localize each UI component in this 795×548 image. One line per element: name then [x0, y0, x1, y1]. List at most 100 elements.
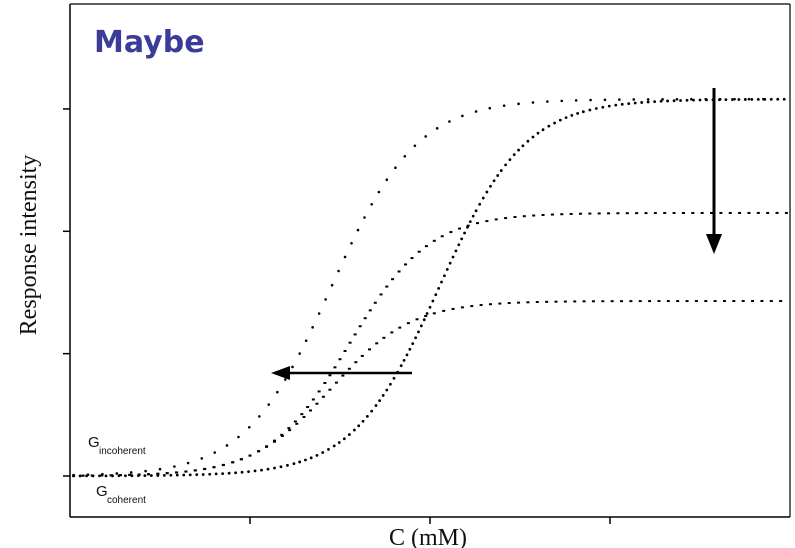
series-0-point-131: [743, 98, 747, 101]
series-3-point-38: [382, 336, 386, 339]
series-0-point-69: [434, 293, 438, 297]
y-ticks: [63, 108, 70, 477]
series-2-point-31: [328, 374, 332, 377]
series-0-point-18: [188, 473, 192, 477]
series-3-point-73: [704, 300, 708, 303]
series-2-point-63: [560, 213, 564, 216]
series-3-point-26: [302, 415, 306, 418]
series-0-point-32: [279, 465, 283, 469]
series-3-point-56: [545, 300, 549, 303]
series-0-point-75: [451, 255, 455, 259]
series-1-point-23: [324, 298, 327, 301]
coherent-annotation: G coherent: [96, 483, 146, 506]
x-ticks: [249, 517, 611, 524]
series-2-point-53: [466, 224, 470, 227]
series-2-point-33: [338, 358, 342, 361]
series-0-point-34: [292, 462, 296, 466]
series-0-point-76: [454, 249, 458, 253]
down-arrow: [706, 88, 722, 254]
series-3-point-42: [415, 318, 419, 321]
series-3-point-12: [184, 470, 188, 473]
series-3-point-53: [517, 301, 521, 304]
series-3-point-48: [470, 305, 474, 308]
series-1-point-40: [474, 110, 478, 113]
series-2-point-43: [391, 278, 395, 281]
series-0-point-95: [521, 144, 525, 148]
series-3-point-37: [375, 342, 379, 345]
series-3-point-23: [280, 434, 284, 437]
series-1-point-33: [394, 166, 397, 169]
series-2-point-41: [379, 293, 383, 296]
series-2-point-32: [333, 366, 337, 369]
series-2-point-69: [616, 212, 620, 215]
series-0-point-55: [392, 376, 396, 380]
series-1-point-39: [461, 114, 464, 118]
series-2-point-24: [287, 427, 291, 430]
series-2-point-80: [719, 211, 723, 214]
plot-area: [63, 3, 791, 524]
series-1-point-21: [311, 326, 314, 329]
series-1-point-18: [291, 365, 294, 369]
series-0-point-58: [402, 358, 406, 362]
series-0-point-91: [504, 163, 507, 167]
series-layer: [72, 97, 788, 478]
series-1-point-38: [448, 120, 451, 123]
series-0-point-108: [594, 107, 598, 110]
coherent-label-main: G: [96, 483, 108, 500]
series-1-point-5: [144, 469, 147, 473]
series-3-point-32: [341, 374, 345, 377]
series-0-point-84: [478, 202, 482, 206]
series-2-point-54: [476, 222, 480, 225]
series-3-point-62: [601, 300, 605, 303]
series-3-point-72: [694, 300, 698, 303]
series-3-point-31: [334, 381, 338, 384]
series-2-point-34: [343, 349, 347, 352]
series-0-point-115: [640, 101, 644, 104]
series-0-point-64: [419, 324, 423, 328]
series-1-point-22: [317, 312, 321, 315]
series-3-point-15: [212, 466, 216, 469]
series-3-point-49: [479, 304, 483, 307]
series-0-point-67: [428, 305, 432, 309]
series-0-point-28: [253, 469, 257, 473]
series-1-point-54: [675, 97, 679, 101]
series-1-point-20: [304, 339, 308, 343]
series-2-point-73: [653, 212, 657, 215]
series-0-point-118: [659, 99, 663, 103]
series-1-point-60: [762, 97, 765, 101]
series-3-point-1: [81, 474, 85, 477]
series-3-point-74: [713, 300, 717, 303]
series-0-point-133: [756, 97, 760, 101]
series-3-point-59: [573, 300, 577, 303]
series-3-point-16: [221, 463, 225, 466]
series-0-point-27: [247, 470, 250, 474]
series-1-point-4: [129, 471, 133, 474]
series-1-point-27: [350, 242, 353, 245]
series-3-point-46: [451, 307, 455, 310]
series-0-point-39: [321, 451, 325, 454]
series-0-point-23: [221, 472, 225, 475]
series-0: [72, 97, 786, 478]
series-0-point-81: [468, 220, 472, 224]
series-0-point-48: [365, 414, 369, 418]
series-0-point-12: [149, 474, 153, 477]
series-2-point-50: [440, 235, 444, 238]
series-1-point-56: [704, 97, 708, 101]
series-2-point-36: [353, 333, 357, 336]
series-3-point-29: [321, 395, 325, 398]
series-3-point-13: [193, 469, 197, 472]
series-2-point-78: [700, 211, 704, 214]
series-0-point-100: [547, 124, 551, 128]
series-1-point-49: [603, 98, 607, 102]
series-2-point-23: [280, 433, 284, 436]
series-3-point-21: [265, 445, 269, 448]
series-3-point-34: [354, 361, 358, 364]
series-0-point-42: [337, 441, 341, 444]
series-2-point-49: [432, 239, 436, 242]
series-3-point-9: [156, 472, 160, 475]
series-3-point-17: [231, 461, 235, 464]
series-2-point-66: [588, 212, 592, 215]
series-2-point-79: [710, 211, 714, 214]
series-3-point-43: [424, 315, 428, 318]
series-0-point-15: [169, 473, 173, 477]
